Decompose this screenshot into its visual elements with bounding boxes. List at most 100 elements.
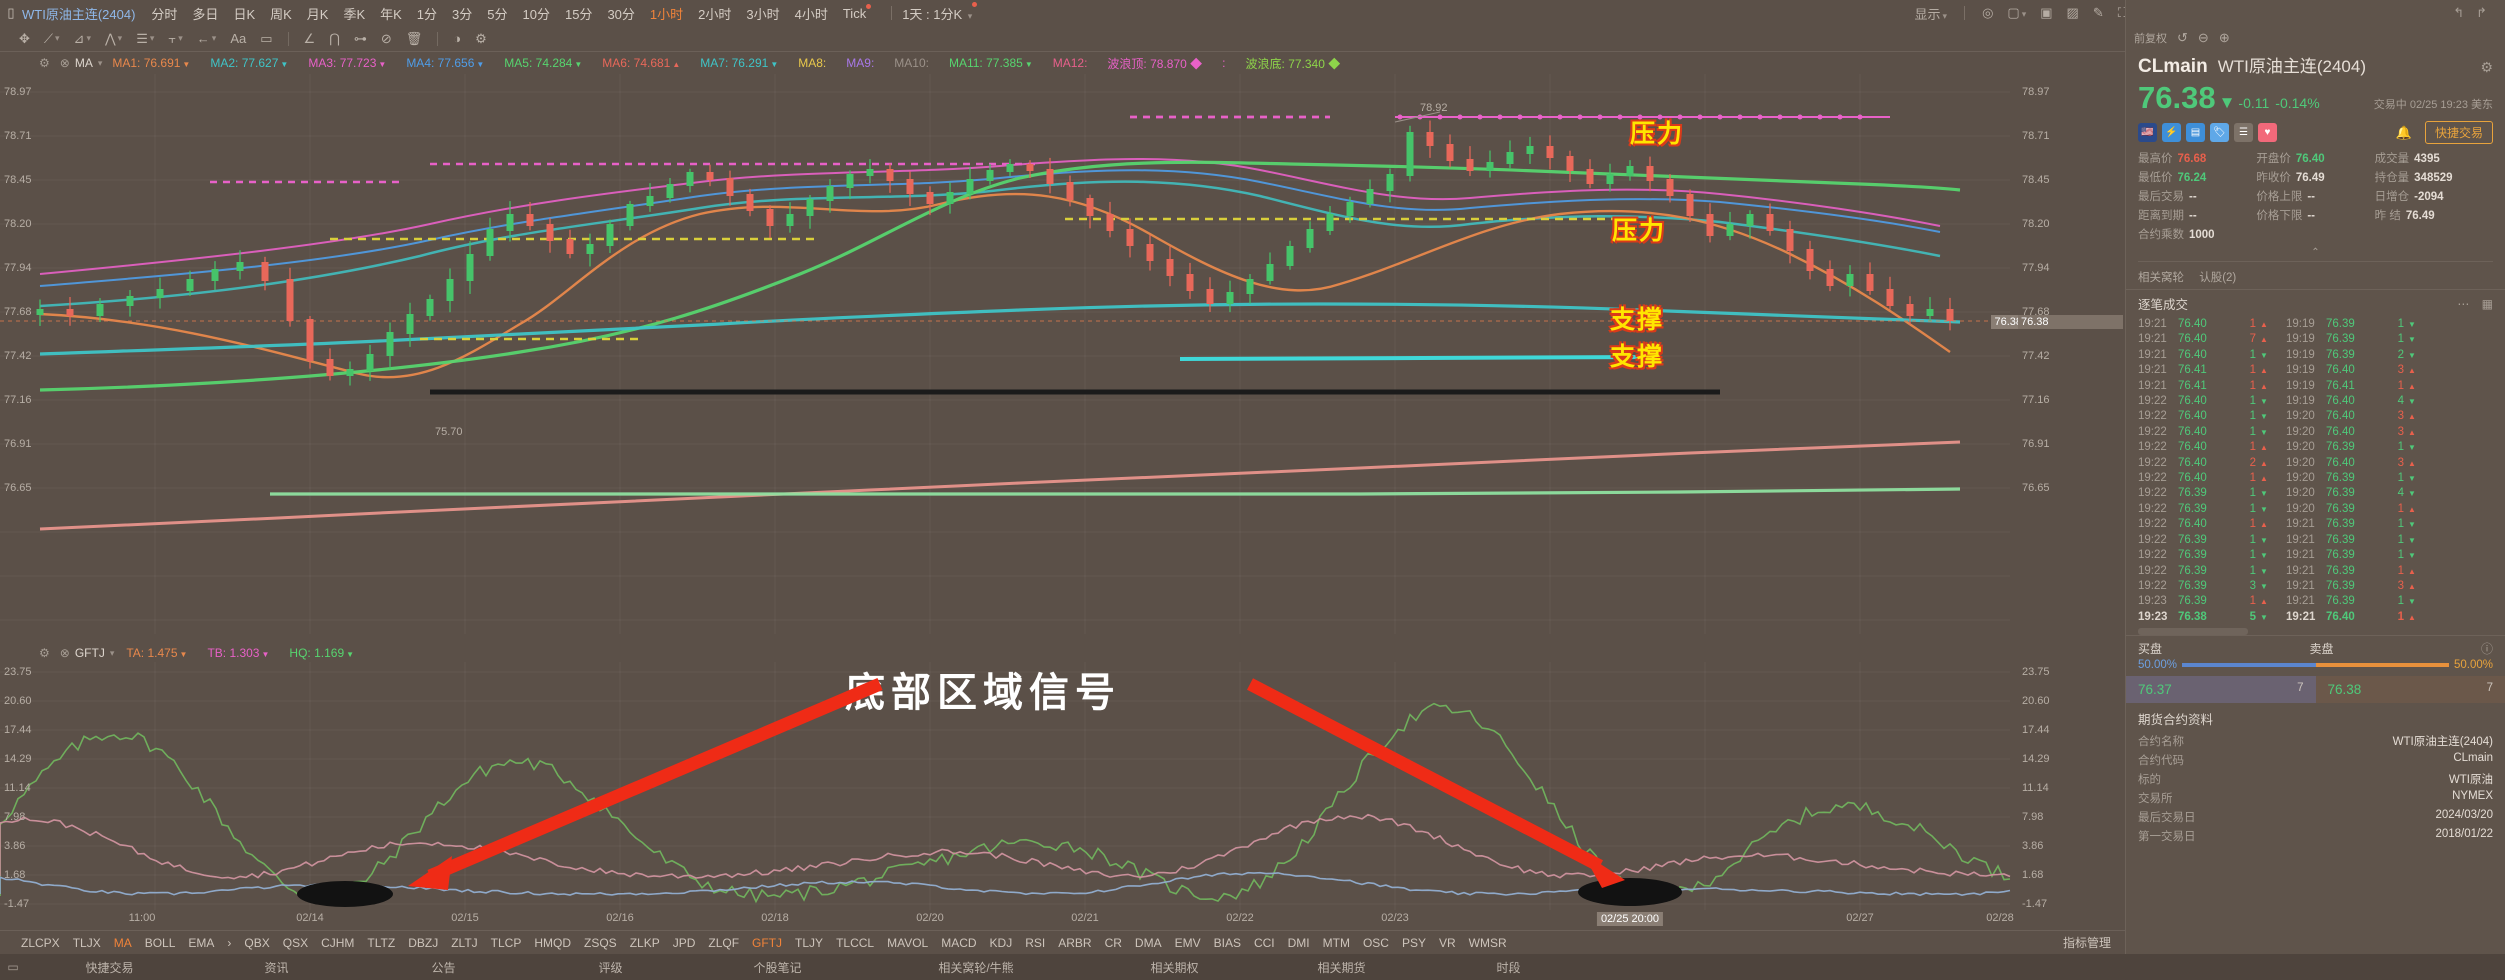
indicator-cjhm[interactable]: CJHM xyxy=(321,935,355,950)
tick-table[interactable]: 19:21 76.40 1 ▲ 19:19 76.39 1 ▼ 19:21 76.40 7 ▲ 19:1… xyxy=(2126,317,2505,625)
tick-row[interactable]: 19:22 76.40 1 ▲ 19:20 76.39 1 ▼ xyxy=(2138,471,2493,486)
period-5min[interactable]: 5分 xyxy=(487,6,508,22)
bid-ask-row[interactable]: 76.37 7 76.38 7 xyxy=(2126,676,2505,704)
bottom-item-notes[interactable]: 个股笔记 xyxy=(753,960,802,975)
indicator-dbzj[interactable]: DBZJ xyxy=(408,935,439,950)
indicator-emv[interactable]: EMV xyxy=(1174,935,1201,950)
quick-trade-button[interactable]: 快捷交易 xyxy=(2424,121,2493,144)
wave-top-item[interactable]: 波浪顶: 78.870 ◆ xyxy=(1107,56,1203,71)
ma-item-8[interactable]: MA8: xyxy=(798,56,827,70)
collapse-icon[interactable]: ▭ xyxy=(7,960,19,974)
indicator-zsqs[interactable]: ZSQS xyxy=(584,935,617,950)
minus-circle-icon[interactable]: ⊖ xyxy=(2197,30,2209,45)
indicator-tljy[interactable]: TLJY xyxy=(795,935,824,950)
bottom-item-options[interactable]: 相关期权 xyxy=(1150,960,1199,975)
display-menu[interactable]: 显示 ▾ xyxy=(1914,6,1948,22)
indicator-hmqd[interactable]: HMQD xyxy=(534,935,572,950)
mirror-icon[interactable]: ◑ xyxy=(453,31,462,46)
tick-row[interactable]: 19:22 76.39 1 ▼ 19:20 76.39 1 ▲ xyxy=(2138,502,2493,517)
arrow-icon[interactable]: ← ▾ xyxy=(196,31,217,46)
indicator-arbr[interactable]: ARBR xyxy=(1058,935,1092,950)
fullscreen-icon[interactable]: ⛶ xyxy=(2117,5,2127,20)
indicator-mavol[interactable]: MAVOL xyxy=(887,935,929,950)
pencil-icon[interactable]: ✎ xyxy=(2092,5,2104,20)
undo-icon[interactable]: ↺ xyxy=(2177,30,2188,45)
level2-icon[interactable]: ▤ xyxy=(2186,123,2205,142)
period-1min[interactable]: 1分 xyxy=(416,6,438,22)
tag-icon[interactable]: 🏷 xyxy=(2210,123,2229,142)
candlestick-chart[interactable]: 78.97 78.71 78.45 78.20 77.94 77.68 77.4… xyxy=(0,74,2125,644)
bottom-item-warrants[interactable]: 相关窝轮/牛熊 xyxy=(938,960,1014,975)
indicator-osc[interactable]: OSC xyxy=(1362,935,1389,950)
period-日K[interactable]: 日K xyxy=(233,6,256,22)
bid-cell[interactable]: 76.37 7 xyxy=(2126,676,2316,704)
chevron-down-icon[interactable]: ▾ xyxy=(97,57,103,68)
wave-bottom-item[interactable]: 波浪底: 77.340 ◆ xyxy=(1245,56,1341,71)
wave-icon[interactable]: ⋀ ▾ xyxy=(104,30,123,46)
tick-row[interactable]: 19:22 76.39 1 ▼ 19:21 76.39 1 ▲ xyxy=(2138,564,2493,579)
fib-icon[interactable]: ⫟ ▾ xyxy=(168,30,183,46)
plus-circle-icon[interactable]: ⊕ xyxy=(2218,30,2230,45)
ma-item-9[interactable]: MA9: xyxy=(846,56,875,70)
tick-row[interactable]: 19:21 76.40 1 ▼ 19:19 76.39 2 ▼ xyxy=(2138,348,2493,363)
tick-row[interactable]: 19:21 76.40 7 ▲ 19:19 76.39 1 ▼ xyxy=(2138,332,2493,347)
ma-item-6[interactable]: MA6: 74.681 ▲ xyxy=(602,56,681,70)
indicator-bar[interactable]: ZLCPX TLJX MA BOLL EMA › QBX QSX CJHM TLTZ DBZJ ZLT… xyxy=(0,930,2125,954)
period-周K[interactable]: 周K xyxy=(270,6,292,22)
polyline-icon[interactable]: ⊿ ▾ xyxy=(73,30,91,46)
forward-arrow-icon[interactable]: ↱ xyxy=(2476,5,2487,20)
ma-item-12[interactable]: MA12: xyxy=(1052,56,1088,70)
tick-row[interactable]: 19:22 76.40 2 ▲ 19:20 76.40 3 ▲ xyxy=(2138,456,2493,471)
period-年K[interactable]: 年K xyxy=(380,6,402,22)
doc-icon[interactable]: ☰ xyxy=(2234,123,2253,142)
period-4hour[interactable]: 4小时 xyxy=(794,6,828,22)
ma-item-10[interactable]: MA10: xyxy=(894,56,929,70)
gftj-hq[interactable]: HQ: 1.169 ▼ xyxy=(289,646,355,660)
chevron-up-icon[interactable]: ⌃ xyxy=(2311,247,2320,258)
indicator-›[interactable]: › xyxy=(227,935,232,950)
tick-row[interactable]: 19:22 76.40 1 ▼ 19:20 76.40 3 ▲ xyxy=(2138,409,2493,424)
indicator-macd[interactable]: MACD xyxy=(941,935,977,950)
period-1hour[interactable]: 1小时 xyxy=(649,6,684,22)
indicator-bias[interactable]: BIAS xyxy=(1213,935,1241,950)
tick-row[interactable]: 19:22 76.40 1 ▼ 19:19 76.40 4 ▼ xyxy=(2138,394,2493,409)
close-circle-icon[interactable]: ⊗ xyxy=(59,56,70,70)
trendline-icon[interactable]: ⟋ ▾ xyxy=(43,30,60,46)
bottom-item-quick-trade[interactable]: 快捷交易 xyxy=(85,960,134,975)
tick-row[interactable]: 19:21 76.41 1 ▲ 19:19 76.41 1 ▲ xyxy=(2138,379,2493,394)
measure-icon[interactable]: ⊶ xyxy=(353,30,367,46)
indicator-mtm[interactable]: MTM xyxy=(1322,935,1350,950)
ma-item-3[interactable]: MA3: 77.723 ▼ xyxy=(308,56,387,70)
gear-icon[interactable]: ⚙ xyxy=(2480,59,2493,75)
lock-icon[interactable]: ⊘ xyxy=(380,30,392,46)
indicator-zlqf[interactable]: ZLQF xyxy=(708,935,740,950)
ask-cell[interactable]: 76.38 7 xyxy=(2315,676,2505,704)
topbar-symbol[interactable]: WTI原油主连(2404) xyxy=(22,6,136,22)
angle-icon[interactable]: ∠ xyxy=(303,30,316,46)
annotate-icon[interactable]: ▨ xyxy=(2066,5,2079,20)
ma-item-4[interactable]: MA4: 77.656 ▼ xyxy=(406,56,485,70)
tick-row[interactable]: 19:22 76.39 1 ▼ 19:21 76.39 1 ▼ xyxy=(2138,548,2493,563)
bell-icon[interactable]: 🔔 xyxy=(2395,124,2412,140)
indicator-psy[interactable]: PSY xyxy=(1401,935,1426,950)
indicator-tlccl[interactable]: TLCCL xyxy=(836,935,875,950)
gftj-subchart[interactable]: ⚙ ⊗ GFTJ ▾ TA: 1.475 ▼ TB: 1.303 ▼ HQ: 1.1… xyxy=(0,644,2125,930)
indicator-zltj[interactable]: ZLTJ xyxy=(451,935,478,950)
indicator-dmi[interactable]: DMI xyxy=(1287,935,1310,950)
bottom-item-news[interactable]: 资讯 xyxy=(264,960,289,975)
indicator-boll[interactable]: BOLL xyxy=(144,935,176,950)
period-2hour[interactable]: 2小时 xyxy=(698,6,732,22)
period-3min[interactable]: 3分 xyxy=(452,6,473,22)
parallel-channel-icon[interactable]: ☰ ▾ xyxy=(136,30,155,46)
chevron-down-icon[interactable]: ▾ xyxy=(109,647,115,658)
tick-row[interactable]: 19:22 76.39 3 ▼ 19:21 76.39 3 ▲ xyxy=(2138,579,2493,594)
indicator-wmsr[interactable]: WMSR xyxy=(1468,935,1507,950)
ma-item-11[interactable]: MA11: 77.385 ▼ xyxy=(948,56,1033,70)
period-10min[interactable]: 10分 xyxy=(522,6,550,22)
indicator-rsi[interactable]: RSI xyxy=(1025,935,1046,950)
adjust-label[interactable]: 前复权 xyxy=(2134,33,2167,45)
period-月K[interactable]: 月K xyxy=(306,6,329,22)
info-icon[interactable]: ⓘ xyxy=(2480,642,2493,657)
tick-row[interactable]: 19:22 76.40 1 ▼ 19:20 76.40 3 ▲ xyxy=(2138,425,2493,440)
trash-icon[interactable]: 🗑 xyxy=(405,30,423,46)
